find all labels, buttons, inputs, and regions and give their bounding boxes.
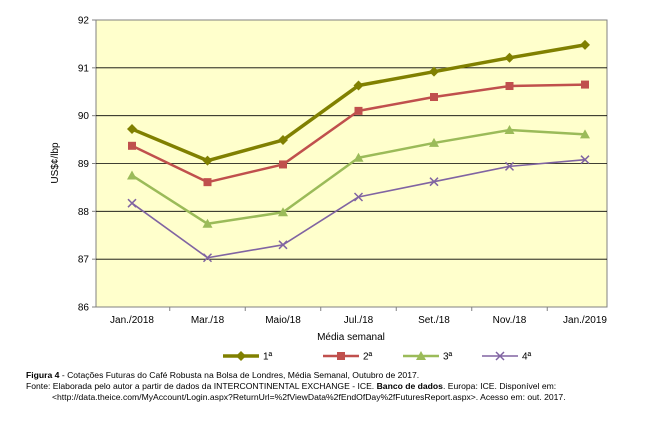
data-point — [127, 170, 137, 180]
data-point — [203, 178, 212, 187]
data-point — [128, 141, 136, 150]
data-point — [354, 106, 363, 115]
x-tick-label: Jan./2019 — [563, 315, 607, 326]
figure-label: Figura 4 — [26, 370, 60, 380]
x-tick-label: Nov./18 — [493, 315, 527, 326]
data-point — [580, 155, 590, 165]
data-point — [278, 240, 288, 250]
figure-caption: Figura 4 - Cotações Futuras do Café Robu… — [26, 370, 646, 403]
source-rest: . Europa: ICE. Disponível em: <http://da… — [52, 381, 566, 402]
legend-marker — [337, 352, 345, 360]
data-point — [278, 207, 288, 217]
y-axis-title: US$¢/lbp — [50, 142, 61, 184]
legend-marker — [495, 351, 505, 361]
y-tick-label: 92 — [78, 16, 90, 27]
series-1 — [127, 39, 590, 166]
data-point — [505, 82, 514, 91]
data-point — [429, 177, 439, 187]
data-point — [202, 155, 213, 166]
y-tick-label: 91 — [78, 63, 90, 74]
legend-marker — [416, 351, 426, 360]
source-prefix: Fonte: Elaborada pelo autor a partir de … — [26, 381, 377, 391]
x-tick-label: Jan./2018 — [110, 315, 154, 326]
data-point — [504, 161, 515, 171]
y-tick-label: 86 — [78, 303, 90, 314]
data-point — [504, 125, 515, 135]
data-point — [202, 253, 213, 263]
legend-item-2: 2ª — [323, 352, 373, 363]
series-2 — [128, 80, 589, 187]
chart: 86 87 88 89 90 91 92 Jan./2018 Mar./18 Maio/18 Ju… — [50, 16, 608, 363]
data-point — [580, 39, 590, 50]
x-tick-label: Maio/18 — [265, 315, 301, 326]
x-tick-label: Set./18 — [418, 315, 450, 326]
data-point — [127, 198, 137, 208]
x-tick-label: Jul./18 — [344, 315, 374, 326]
legend-label: 2ª — [363, 352, 373, 363]
legend-label: 4ª — [522, 352, 532, 363]
legend-marker — [236, 351, 246, 361]
y-tick-label: 88 — [78, 207, 90, 218]
y-tick-label: 89 — [78, 159, 90, 170]
x-axis-title: Média semanal — [317, 332, 385, 343]
figure-title: Figura 4 - Cotações Futuras do Café Robu… — [26, 370, 646, 381]
data-point — [429, 66, 439, 77]
data-point — [353, 80, 364, 91]
source-note: Fonte: Elaborada pelo autor a partir de … — [26, 381, 646, 403]
series-3 — [127, 125, 590, 228]
data-point — [581, 80, 589, 89]
legend-label: 1ª — [263, 352, 273, 363]
data-point — [504, 52, 515, 63]
series-4 — [127, 155, 590, 263]
legend-item-1: 1ª — [223, 351, 273, 363]
data-point — [429, 137, 439, 147]
data-point — [127, 124, 137, 135]
data-point — [353, 152, 364, 162]
legend-item-3: 3ª — [403, 351, 453, 363]
data-point — [430, 93, 438, 102]
data-point — [353, 192, 364, 202]
data-point — [278, 135, 288, 146]
y-tick-label: 87 — [78, 255, 90, 266]
legend-item-4: 4ª — [482, 351, 532, 363]
y-tick-label: 90 — [78, 111, 90, 122]
legend-label: 3ª — [443, 352, 453, 363]
data-point — [279, 160, 287, 169]
data-point — [580, 129, 590, 139]
source-bold: Banco de dados — [376, 381, 443, 391]
figure-text: - Cotações Futuras do Café Robusta na Bo… — [59, 370, 420, 380]
x-tick-label: Mar./18 — [191, 315, 225, 326]
data-point — [202, 218, 213, 228]
